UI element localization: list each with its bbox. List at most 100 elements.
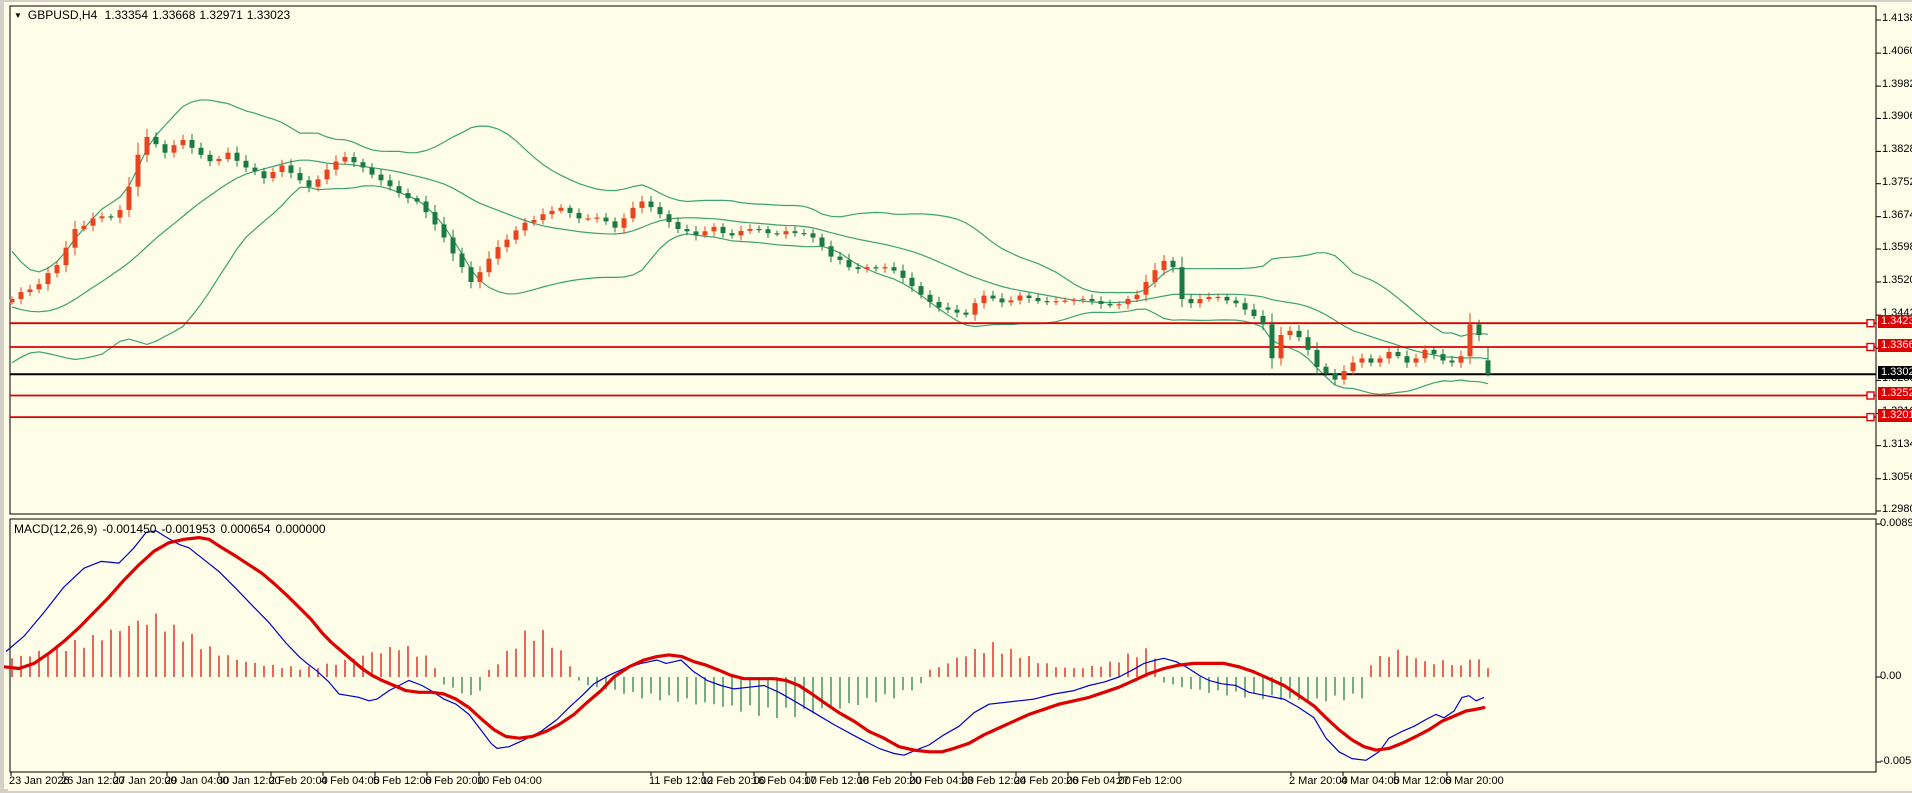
price-line-handle-icon[interactable] [1866,319,1875,328]
candle-body [36,284,42,290]
candle-body [963,312,969,315]
candle-body [54,265,60,274]
candle-body [792,231,798,234]
time-tick-label: 27 Jan 20:00 [113,775,177,787]
candle-body [117,210,123,218]
candle-body [594,217,600,219]
candle-body [315,179,321,187]
candle-body [837,256,843,260]
candle-body [1062,300,1068,302]
candle-body [1152,270,1158,283]
bollinger-upper-band [11,99,1489,337]
candle-body [495,247,501,259]
candle-body [828,246,834,257]
candle-body [135,154,141,187]
candle-body [333,161,339,170]
time-tick-label: 26 Feb 04:00 [1066,775,1131,787]
candle-body [414,198,420,202]
candle-body [702,231,708,236]
time-tick-label: 11 Feb 12:00 [649,775,714,787]
candle-body [1017,295,1023,301]
candle-body [351,157,357,163]
candle-body [684,229,690,232]
candle-body [612,221,618,228]
candle-body [468,267,474,282]
candle-body [342,157,348,162]
price-tick-label: 1.36740 [1882,208,1912,221]
macd-value-signal: -0.001953 [161,522,216,536]
macd-tick-label: 0.008935 [1880,517,1912,529]
candle-body [1116,304,1122,306]
time-tick-label: 12 Feb 20:00 [701,775,766,787]
candle-body [1359,358,1365,363]
price-line-handle-icon[interactable] [1866,391,1875,400]
candle-body [486,258,492,273]
candle-body [1089,298,1095,302]
candle-body [801,233,807,235]
candle-body [45,273,51,285]
symbol-dropdown-arrow-icon[interactable]: ▼ [14,11,22,20]
candle-body [855,267,861,269]
time-tick-label: 24 Feb 20:00 [1014,775,1079,787]
candle-body [432,212,438,225]
time-tick-label: 17 Feb 12:00 [804,775,869,787]
candle-body [234,152,240,161]
candle-body [891,267,897,271]
candle-body [1314,349,1320,367]
candle-body [1287,330,1293,335]
candle-body [999,298,1005,303]
candle-body [1125,299,1131,305]
price-tick-label: 1.35980 [1882,240,1912,253]
macd-tick-label: 0.00 [1880,670,1902,682]
candle-body [630,207,636,219]
candle-body [864,267,870,269]
candle-body [189,140,195,148]
chart-canvas[interactable] [4,2,1912,793]
candle-body [1224,296,1230,301]
ohlc-high: 1.33668 [152,8,196,22]
candle-body [1170,260,1176,268]
candle-body [1413,358,1419,363]
candle-body [738,231,744,236]
candle-body [639,201,645,208]
candle-body [1215,296,1221,299]
time-tick-label: 30 Jan 12:00 [217,775,281,787]
time-tick-label: 29 Jan 04:00 [165,775,229,787]
macd-name: MACD(12,26,9) [14,522,98,536]
symbol-period-label: GBPUSD,H4 [27,8,98,22]
candle-body [765,229,771,234]
price-tick-label: 1.39820 [1882,78,1912,91]
candle-body [1143,282,1149,295]
candle-body [1098,301,1104,304]
candle-body [1332,373,1338,380]
candle-body [1134,294,1140,299]
candle-body [657,207,663,215]
candle-body [162,144,168,153]
macd-value-main: -0.001450 [102,522,157,536]
price-line-badge: 1.33667 [1878,338,1912,352]
candle-body [1485,360,1491,375]
bollinger-lower-band [11,185,1489,395]
candle-body [9,299,15,303]
candle-body [945,307,951,310]
candle-body [441,224,447,238]
candle-body [1305,337,1311,350]
candle-body [675,222,681,229]
candle-body [1161,260,1167,271]
current-price-badge: 1.33023 [1878,365,1912,379]
candle-body [423,201,429,213]
candle-body [180,140,186,146]
price-line-handle-icon[interactable] [1866,342,1875,352]
candle-body [846,259,852,268]
candle-body [1440,354,1446,361]
macd-line [5,530,1485,761]
candle-body [1341,371,1347,380]
candle-body [954,309,960,313]
candle-body [1080,298,1086,301]
candle-body [756,229,762,231]
candle-body [513,230,519,240]
price-line-handle-icon[interactable] [1866,412,1875,422]
candle-body [405,193,411,199]
chart-background [8,4,1912,791]
